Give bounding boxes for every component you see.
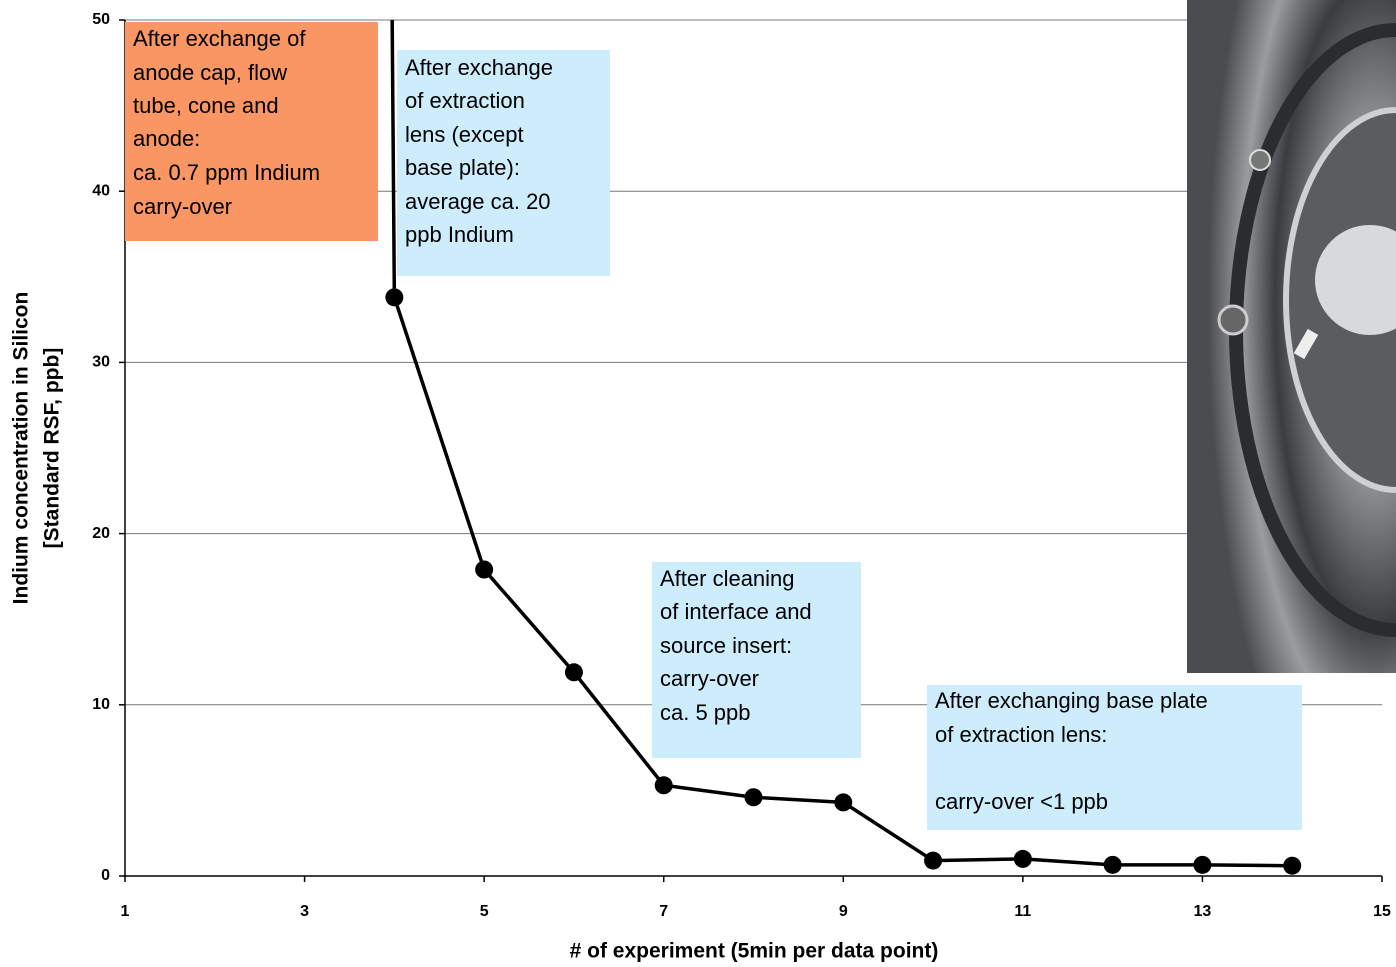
annotation-text: carry-over xyxy=(660,666,759,691)
y-tick-label: 0 xyxy=(101,867,110,884)
annotation-text: After exchanging base plate xyxy=(935,688,1208,713)
point xyxy=(475,561,493,579)
annotations: After exchange of anode cap, flow tube, co… xyxy=(125,22,1302,830)
annotation-text: tube, cone and xyxy=(133,93,279,118)
x-axis-title: # of experiment (5min per data point) xyxy=(570,940,939,963)
x-tick-label: 5 xyxy=(480,903,489,920)
y-tick-label: 20 xyxy=(92,525,110,542)
x-tick-label: 9 xyxy=(839,903,848,920)
x-tick-label: 13 xyxy=(1194,903,1212,920)
x-tick-label: 11 xyxy=(1014,903,1031,920)
annotation-box xyxy=(652,562,861,758)
annotation-text: source insert: xyxy=(660,633,792,658)
x-tick-label: 15 xyxy=(1373,903,1391,920)
annotation-text: of extraction lens: xyxy=(935,722,1107,747)
point xyxy=(565,663,583,681)
annotation-text: carry-over <1 ppb xyxy=(935,789,1108,814)
y-tick-label: 30 xyxy=(92,354,110,371)
point xyxy=(655,776,673,794)
point xyxy=(1193,856,1211,874)
annotation-text: of interface and xyxy=(660,599,812,624)
y-axis-title: [Standard RSF, ppb] xyxy=(41,348,64,549)
annotation-text: ppb Indium xyxy=(405,222,514,247)
y-tick-label: 40 xyxy=(92,182,110,199)
annotation-text: average ca. 20 xyxy=(405,189,551,214)
point xyxy=(385,288,403,306)
annotation-text: lens (except xyxy=(405,122,524,147)
x-tick-label: 3 xyxy=(300,903,309,920)
annotation-text: After exchange xyxy=(405,55,553,80)
annotation-text: base plate): xyxy=(405,155,520,180)
y-tick-label: 10 xyxy=(92,696,110,713)
point xyxy=(1014,850,1032,868)
annotation-text: After exchange of xyxy=(133,26,306,51)
annotation-text: ca. 5 ppb xyxy=(660,700,751,725)
y-tick-label: 50 xyxy=(92,11,110,28)
annotation-text: anode cap, flow xyxy=(133,60,287,85)
y-axis-title: Indium concentration in Silicon xyxy=(10,292,33,605)
point xyxy=(1283,857,1301,875)
point xyxy=(924,852,942,870)
annotation-text: carry-over xyxy=(133,194,232,219)
point xyxy=(745,788,763,806)
x-tick-label: 7 xyxy=(659,903,668,920)
photo xyxy=(1187,0,1396,673)
point xyxy=(1104,856,1122,874)
chart: 0102030405013579111315After exchange ofa… xyxy=(0,0,1396,967)
annotation-text: anode: xyxy=(133,126,200,151)
annotation-text: ca. 0.7 ppm Indium xyxy=(133,160,320,185)
annotation-text: After cleaning xyxy=(660,566,795,591)
x-tick-label: 1 xyxy=(121,903,130,920)
annotation-text: of extraction xyxy=(405,88,525,113)
point xyxy=(834,793,852,811)
